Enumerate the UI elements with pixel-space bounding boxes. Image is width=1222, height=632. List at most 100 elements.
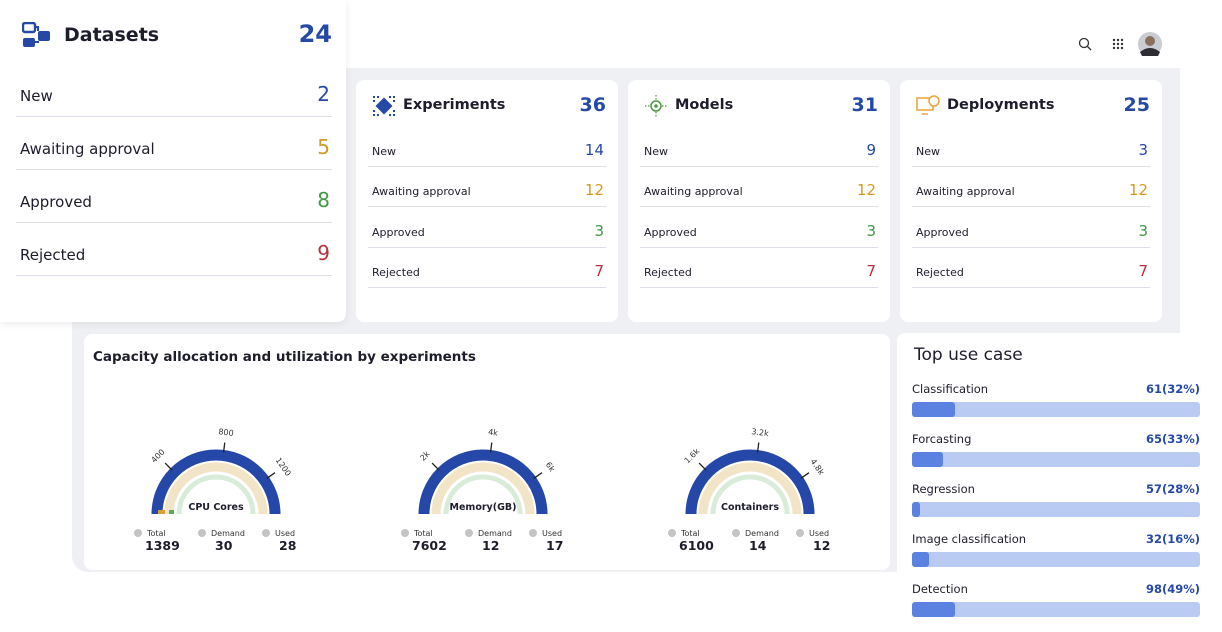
gauge-tick [756,442,760,453]
stat-value: 1389 [145,538,180,553]
card-total: 24 [298,20,332,48]
legend-dot [796,529,804,537]
section-title: Top use case [914,345,1023,365]
status-row: Approved 8 [16,186,332,223]
use-case-label: Regression [912,482,975,496]
deployments-card: Deployments 25 New 3 Awaiting approval 12 Appr… [900,80,1162,322]
gauge-arc [685,449,815,515]
use-case-label: Image classification [912,532,1027,546]
card-title: Datasets [64,24,160,46]
status-value: 3 [1138,141,1148,159]
gauge-arc-inner [431,462,535,515]
use-case-value: 57(28%) [1145,482,1200,496]
use-case-bar [912,552,1200,567]
status-row: Approved 3 [368,219,606,248]
legend-dot [529,529,537,537]
search-icon[interactable] [1078,37,1092,51]
stat-value: 17 [546,538,563,553]
avatar[interactable] [1138,32,1162,56]
use-case-bar [912,602,1200,617]
use-case-bar [912,402,1200,417]
use-case-bar [912,502,1200,517]
status-label: New [372,145,396,158]
status-label: Rejected [20,246,86,264]
card-total: 25 [1123,94,1150,116]
status-value: 7 [1138,261,1148,280]
status-label: New [20,87,53,105]
models-card: Models 31 New 9 Awaiting approval 12 Approved 3… [628,80,890,322]
status-row: Rejected 7 [368,259,606,288]
gauge-arc-inner [164,462,268,515]
card-title: Models [675,97,734,113]
gauge-tick-label: 2k [418,449,431,462]
status-row: Rejected 9 [16,239,332,276]
card-total: 36 [579,94,606,116]
use-case-bar-fill [912,452,943,467]
stat-value: 12 [482,538,499,553]
use-case-value: 32(16%) [1145,532,1200,546]
gauge-arc-inner [698,462,802,515]
legend-dot [198,529,206,537]
status-value: 7 [866,261,876,280]
status-label: Approved [916,225,969,239]
stat-label: Used [542,529,562,538]
experiments-card: Experiments 36 New 14 Awaiting approval 12 App… [356,80,618,322]
legend-dot [732,529,740,537]
gauge-arc-core [710,474,790,515]
card-icon [645,95,667,117]
status-row: New 9 [640,138,878,167]
use-case-value: 98(49%) [1145,582,1200,596]
gauge-tick [800,472,810,479]
gauge-tick-label: 1200 [274,456,293,478]
use-case-label: Detection [912,582,968,596]
card-total: 31 [851,94,878,116]
gauge-tick-label: 4k [488,428,499,438]
stat-label: Total [413,529,433,538]
status-label: New [916,145,940,158]
gauge-tick-label: 400 [149,447,166,464]
status-row: Awaiting approval 5 [16,133,332,170]
status-value: 14 [584,141,604,159]
gauge-tick [489,442,493,453]
legend-dot [262,529,270,537]
gauge-name: Memory(GB) [450,502,517,513]
stat-value: 14 [749,538,767,553]
status-value: 7 [594,261,604,280]
status-value: 3 [866,221,876,240]
status-label: Rejected [916,265,964,279]
status-value: 3 [594,221,604,240]
status-label: Approved [644,225,697,239]
use-case-bar-fill [912,552,929,567]
gauge-arc [418,449,548,515]
stat-value: 28 [279,538,296,553]
stat-label: Demand [478,529,512,538]
legend-dot [401,529,409,537]
stat-label: Used [809,529,829,538]
use-case-bar-fill [912,402,955,417]
card-icon [373,96,395,116]
status-value: 5 [317,135,330,159]
legend-dot [134,529,142,537]
gauge-demand [169,510,174,514]
gauge-arc-core [176,474,256,515]
stat-value: 6100 [679,538,714,553]
datasets-icon [22,22,50,47]
legend-dot [668,529,676,537]
gauge-tick [222,442,226,453]
header-icons [1078,32,1162,56]
stat-value: 30 [215,538,233,553]
status-value: 12 [1128,181,1148,200]
gauge-arc-core [443,474,523,515]
card-icon [916,95,940,115]
apps-icon[interactable] [1112,38,1124,50]
use-case-value: 65(33%) [1145,432,1200,446]
stat-label: Demand [745,529,779,538]
card-title: Deployments [947,97,1055,113]
gauge-tick [164,462,173,471]
stat-label: Demand [211,529,245,538]
use-case-value: 61(32%) [1145,382,1200,396]
section-title: Capacity allocation and utilization by e… [93,349,476,365]
gauge-tick-label: 6k [544,460,557,473]
